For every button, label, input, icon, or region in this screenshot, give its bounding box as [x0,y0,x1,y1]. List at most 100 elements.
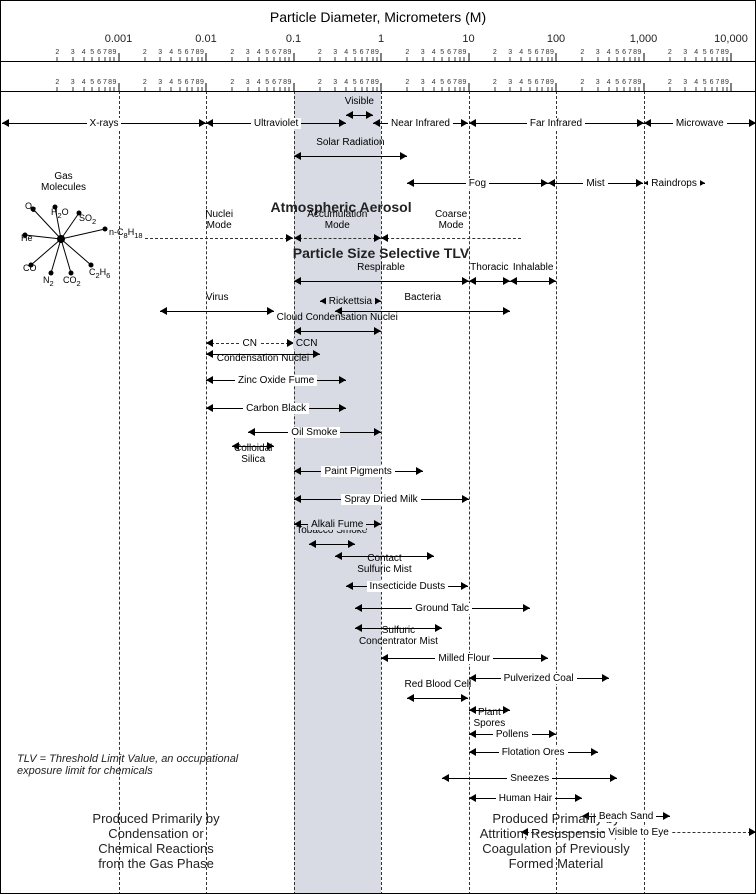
tick-label-minor: 6 [272,79,276,86]
range-label: Colloidal [234,443,272,454]
tick-label-minor: 8 [633,79,637,86]
tick-mark-minor [639,57,640,61]
tick-mark-minor [285,87,286,91]
arrow-head-right [416,467,423,475]
tick-mark-minor [582,87,583,91]
molecule-label: He [21,233,33,243]
tick-label-minor: 7 [540,79,544,86]
tick-label-minor: 8 [546,49,550,56]
tick-mark-minor [258,57,259,61]
size-range [407,691,468,705]
arrow-head-right [461,582,468,590]
tick-mark-minor [536,57,537,61]
tick-mark-major [731,53,732,61]
tick-label-minor: 5 [528,49,532,56]
range-label: Mist [583,178,607,189]
range-label: Spray Dried Milk [341,494,420,505]
range-label: Microwave [673,118,727,129]
range-line [294,281,469,282]
tick-mark-minor [608,87,609,91]
tick-label-minor: 5 [703,49,707,56]
tick-mark-minor [529,87,530,91]
tick-mark-minor [669,57,670,61]
tick-mark-minor [442,87,443,91]
arrow-head-left [381,654,388,662]
molecule-label: O2 [25,201,36,214]
tick-label-minor: 4 [82,79,86,86]
tick-mark-minor [376,87,377,91]
tick-label-minor: 9 [638,49,642,56]
range-label: Mode [439,220,464,231]
tick-mark-major [643,53,644,61]
tick-label-minor: 6 [360,79,364,86]
tick-label-minor: 6 [710,79,714,86]
tick-mark-minor [171,57,172,61]
range-label: Nuclei [205,209,233,220]
tick-label-minor: 8 [546,79,550,86]
tick-label-minor: 2 [580,49,584,56]
gas-molecules-icon [1,179,121,299]
size-range: Human Hair [469,791,583,805]
size-range: Rickettsia [320,294,381,308]
arrow-head-left [160,307,167,315]
arrow-head-left [206,339,213,347]
tick-label-minor: 3 [158,79,162,86]
tick-mark-minor [83,87,84,91]
tick-mark-minor [608,57,609,61]
size-range [294,231,382,245]
range-label: Flotation Ores [499,747,568,758]
section-title: Particle Size Selective TLV [293,245,469,261]
arrow-head-left [346,111,353,119]
arrow-head-right [461,694,468,702]
size-range: Microwave [644,116,756,130]
range-label: Inhalable [513,262,554,273]
tick-mark-minor [171,87,172,91]
molecule-label: CO [23,263,37,273]
tick-label-minor: 6 [535,49,539,56]
tick-label-minor: 4 [519,79,523,86]
tick-label-minor: 6 [360,49,364,56]
tick-mark-minor [367,87,368,91]
tick-label-minor: 8 [458,79,462,86]
arrow-head-right [427,552,434,560]
arrow-head-right [374,428,381,436]
arrow-head-left [346,582,353,590]
tick-mark-minor [186,87,187,91]
arrow-head-left [309,540,316,548]
tick-label-minor: 3 [421,79,425,86]
arrow-head-right [610,774,617,782]
tick-mark-minor [186,57,187,61]
tick-mark-minor [372,87,373,91]
tick-label-minor: 4 [257,79,261,86]
tick-mark-minor [72,87,73,91]
tick-label-minor: 6 [185,79,189,86]
molecule-label: C2H6 [89,267,110,280]
arrow-head-left [510,277,517,285]
tick-mark-minor [685,57,686,61]
tick-label-minor: 7 [190,49,194,56]
tick-label-minor: 9 [725,49,729,56]
tick-label-minor: 2 [143,49,147,56]
tick-label-minor: 7 [715,79,719,86]
tick-mark-minor [279,87,280,91]
arrow-head-right [575,794,582,802]
decade-gridline [644,91,645,894]
size-range: Flotation Ores [469,745,598,759]
range-label: Red Blood Cell [405,679,472,690]
tick-label-major: 100 [547,33,565,45]
arrow-head-left [469,748,476,756]
arrow-head-left [407,179,414,187]
size-range [160,304,274,318]
tick-label-minor: 2 [405,79,409,86]
range-label: Plant [478,707,501,718]
tick-mark-minor [114,87,115,91]
range-label: Far Infrared [527,118,585,129]
arrow-head-left [469,706,476,714]
axis-line [1,61,755,62]
tick-mark-minor [104,57,105,61]
tick-mark-minor [422,57,423,61]
arrow-head-right [523,604,530,612]
tick-mark-minor [624,57,625,61]
tick-label-minor: 6 [535,79,539,86]
arrow-head-right [636,179,643,187]
